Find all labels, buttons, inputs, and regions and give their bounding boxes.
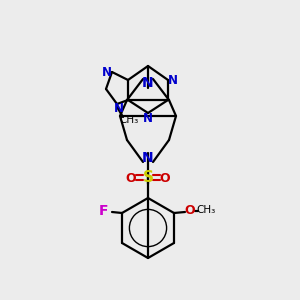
Text: O: O bbox=[160, 172, 170, 184]
Text: N: N bbox=[143, 112, 153, 125]
Text: CH₃: CH₃ bbox=[119, 115, 139, 125]
Text: N: N bbox=[114, 103, 124, 116]
Text: N: N bbox=[142, 151, 154, 165]
Text: S: S bbox=[142, 170, 154, 185]
Text: F: F bbox=[98, 204, 108, 218]
Text: N: N bbox=[168, 74, 178, 86]
Text: CH₃: CH₃ bbox=[196, 205, 216, 215]
Text: O: O bbox=[185, 203, 195, 217]
Text: N: N bbox=[102, 65, 112, 79]
Text: O: O bbox=[126, 172, 136, 184]
Text: N: N bbox=[142, 76, 154, 90]
